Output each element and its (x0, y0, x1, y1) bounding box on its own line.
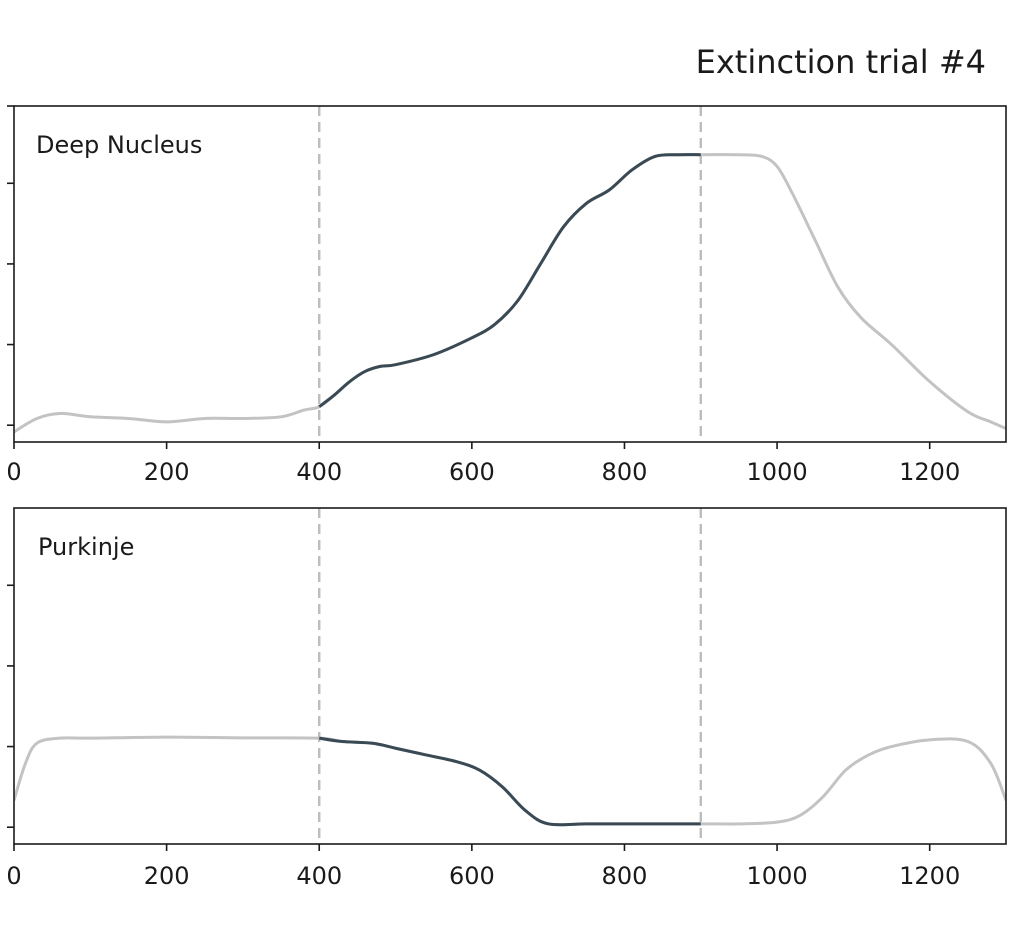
x-tick-label: 400 (296, 458, 342, 486)
x-tick-label: 0 (6, 458, 21, 486)
x-tick-label: 1000 (747, 458, 808, 486)
x-tick-label: 1200 (899, 458, 960, 486)
x-tick-label: 600 (449, 458, 495, 486)
x-tick-label: 400 (296, 862, 342, 890)
activity-trace-highlighted (319, 736, 701, 827)
plot-frame (13, 105, 1007, 443)
x-tick-label: 200 (144, 458, 190, 486)
x-tick-label: 800 (602, 458, 648, 486)
plot-frame (13, 507, 1007, 845)
chart-title: Extinction trial #4 (696, 43, 986, 81)
x-tick-label: 1000 (747, 862, 808, 890)
deep-nucleus-panel: Deep Nucleus 0 200 400 600 800 1000 1200 (6, 105, 1007, 486)
x-tick-label: 1200 (899, 862, 960, 890)
panel-label-purkinje: Purkinje (38, 533, 134, 561)
x-tick-label: 600 (449, 862, 495, 890)
activity-trace-full (14, 153, 1006, 434)
activity-trace-highlighted (318, 153, 701, 408)
x-tick-label: 800 (602, 862, 648, 890)
x-tick-label: 0 (6, 862, 21, 890)
activity-trace-full (14, 735, 1006, 827)
x-tick-label: 200 (144, 862, 190, 890)
purkinje-panel: Purkinje 0 200 400 600 800 1000 1200 (6, 507, 1007, 890)
panel-label-deep-nucleus: Deep Nucleus (36, 131, 202, 159)
